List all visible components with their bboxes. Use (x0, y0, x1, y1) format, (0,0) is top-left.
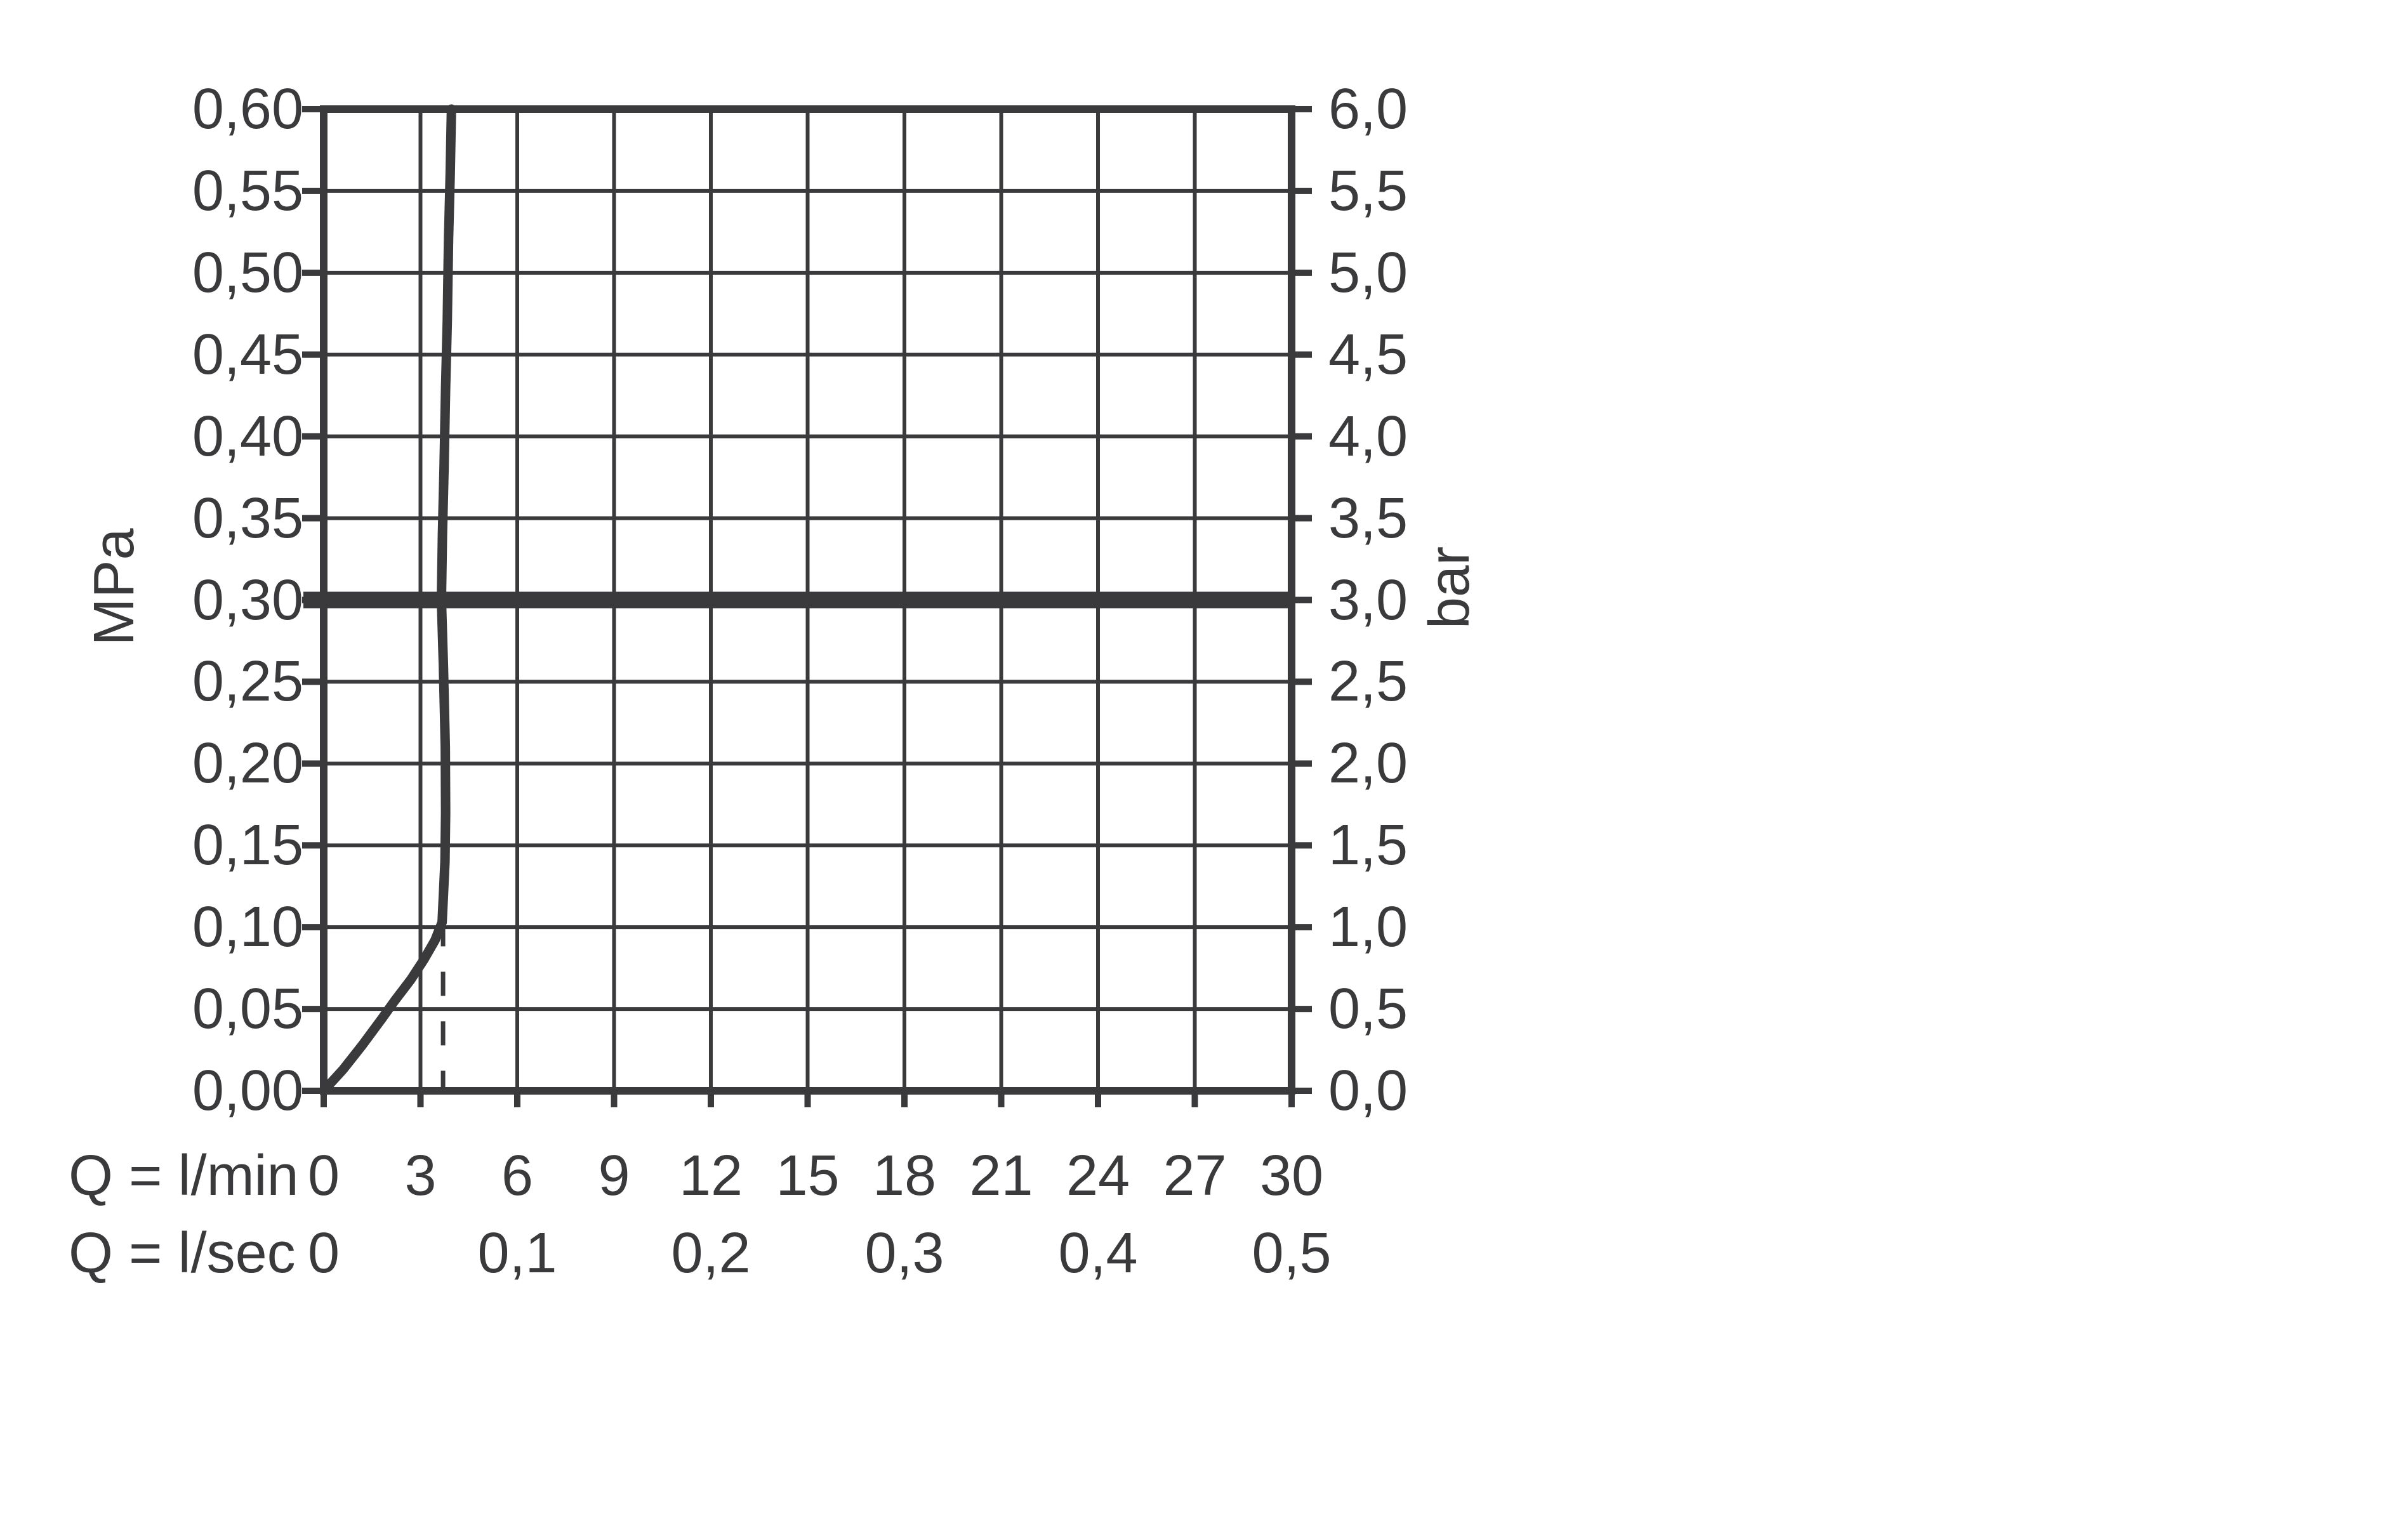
bar-tick-label: 2,5 (1328, 650, 1408, 714)
lmin-tick-label: 0 (307, 1144, 340, 1208)
lsec-tick-label: 0,2 (671, 1222, 751, 1285)
lmin-tick-label: 24 (1066, 1144, 1130, 1208)
mpa-tick-label: 0,45 (192, 322, 303, 386)
lmin-tick-label: 27 (1163, 1144, 1227, 1208)
mpa-tick-label: 0,40 (192, 404, 303, 468)
bar-tick-label: 6,0 (1328, 77, 1408, 141)
mpa-tick-label: 0,60 (192, 77, 303, 141)
lsec-tick-label: 0 (307, 1222, 340, 1285)
lsec-tick-label: 0,1 (477, 1222, 557, 1285)
bar-tick-label: 4,0 (1328, 404, 1408, 468)
bar-tick-label: 5,5 (1328, 159, 1408, 223)
mpa-tick-label: 0,25 (192, 650, 303, 714)
lmin-tick-label: 6 (501, 1144, 534, 1208)
bar-tick-label: 0,5 (1328, 977, 1408, 1041)
lsec-tick-label: 0,4 (1058, 1222, 1138, 1285)
lmin-tick-label: 12 (678, 1144, 743, 1208)
lmin-tick-label: 21 (969, 1144, 1033, 1208)
bar-tick-label: 3,0 (1328, 568, 1408, 632)
bar-tick-label: 5,0 (1328, 240, 1408, 305)
mpa-tick-label: 0,15 (192, 814, 303, 878)
flow-curve (319, 104, 456, 1096)
bar-tick-label: 1,5 (1328, 814, 1408, 878)
mpa-tick-label: 0,30 (192, 568, 303, 632)
bar-tick-label: 2,0 (1328, 732, 1408, 796)
y-axis-right-title: bar (1418, 546, 1481, 629)
mpa-tick-label: 0,20 (192, 732, 303, 796)
mpa-tick-label: 0,00 (192, 1059, 303, 1123)
mpa-tick-label: 0,35 (192, 486, 303, 550)
bar-tick-label: 4,5 (1328, 322, 1408, 386)
lsec-tick-label: 0,5 (1252, 1222, 1332, 1285)
mpa-tick-label: 0,50 (192, 240, 303, 305)
lmin-tick-label: 30 (1259, 1144, 1324, 1208)
bar-tick-label: 0,0 (1328, 1059, 1408, 1123)
bar-tick-label: 1,0 (1328, 895, 1408, 959)
x-axis-secondary-label: Q = l/sec (69, 1222, 296, 1285)
bar-tick-label: 3,5 (1328, 486, 1408, 550)
lmin-tick-label: 9 (598, 1144, 630, 1208)
y-axis-left-title: MPa (83, 528, 146, 646)
lmin-tick-label: 15 (776, 1144, 840, 1208)
mpa-tick-label: 0,05 (192, 977, 303, 1041)
lmin-tick-label: 3 (404, 1144, 437, 1208)
lmin-tick-label: 18 (872, 1144, 937, 1208)
mpa-tick-label: 0,10 (192, 895, 303, 959)
mpa-tick-label: 0,55 (192, 159, 303, 223)
lsec-tick-label: 0,3 (864, 1222, 944, 1285)
x-axis-primary-label: Q = l/min (69, 1144, 299, 1208)
